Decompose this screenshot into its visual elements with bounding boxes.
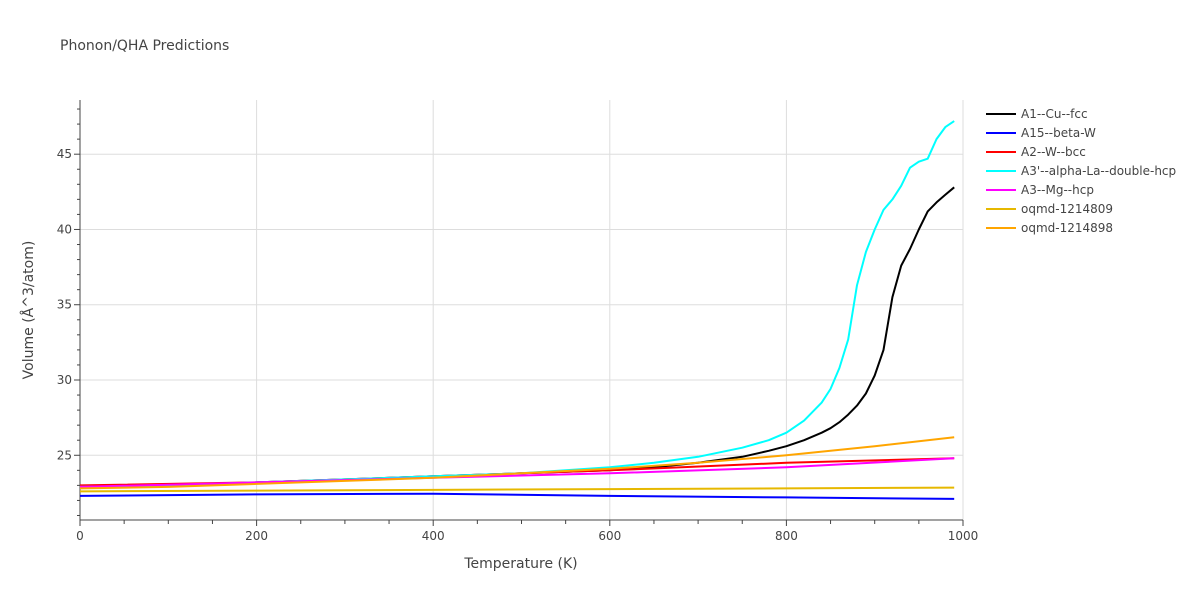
y-tick-label: 25 (57, 448, 72, 462)
axes (74, 100, 964, 526)
tick-labels: 0 200 400 600 800 1000 25 30 35 40 45 (57, 147, 979, 543)
legend: A1--Cu--fcc A15--beta-W A2--W--bcc A3'--alp… (986, 107, 1176, 235)
legend-label: A2--W--bcc (1021, 145, 1086, 159)
legend-label: A15--beta-W (1021, 126, 1096, 140)
chart-title: Phonon/QHA Predictions (60, 38, 229, 54)
series-line (79, 457, 955, 488)
series-line (79, 486, 955, 493)
series-line (79, 186, 955, 488)
legend-label: oqmd-1214898 (1021, 221, 1113, 235)
y-tick-label: 40 (57, 222, 72, 236)
series-line (79, 492, 955, 500)
y-tick-label: 35 (57, 298, 72, 312)
x-tick-label: 600 (598, 529, 621, 543)
x-tick-label: 0 (76, 529, 84, 543)
x-tick-label: 400 (422, 529, 445, 543)
y-tick-label: 45 (57, 147, 72, 161)
x-axis-title: Temperature (K) (463, 556, 577, 572)
x-tick-label: 800 (775, 529, 798, 543)
legend-label: A3--Mg--hcp (1021, 183, 1094, 197)
series-lines (79, 120, 955, 500)
x-tick-label: 200 (245, 529, 268, 543)
series-line (79, 436, 955, 490)
legend-label: oqmd-1214809 (1021, 202, 1113, 216)
y-axis-title: Volume (Å^3/atom) (20, 241, 37, 380)
x-tick-label: 1000 (948, 529, 979, 543)
y-tick-label: 30 (57, 373, 72, 387)
legend-label: A1--Cu--fcc (1021, 107, 1088, 121)
legend-label: A3'--alpha-La--double-hcp (1021, 164, 1176, 178)
grid (80, 100, 964, 520)
series-line (79, 457, 955, 487)
